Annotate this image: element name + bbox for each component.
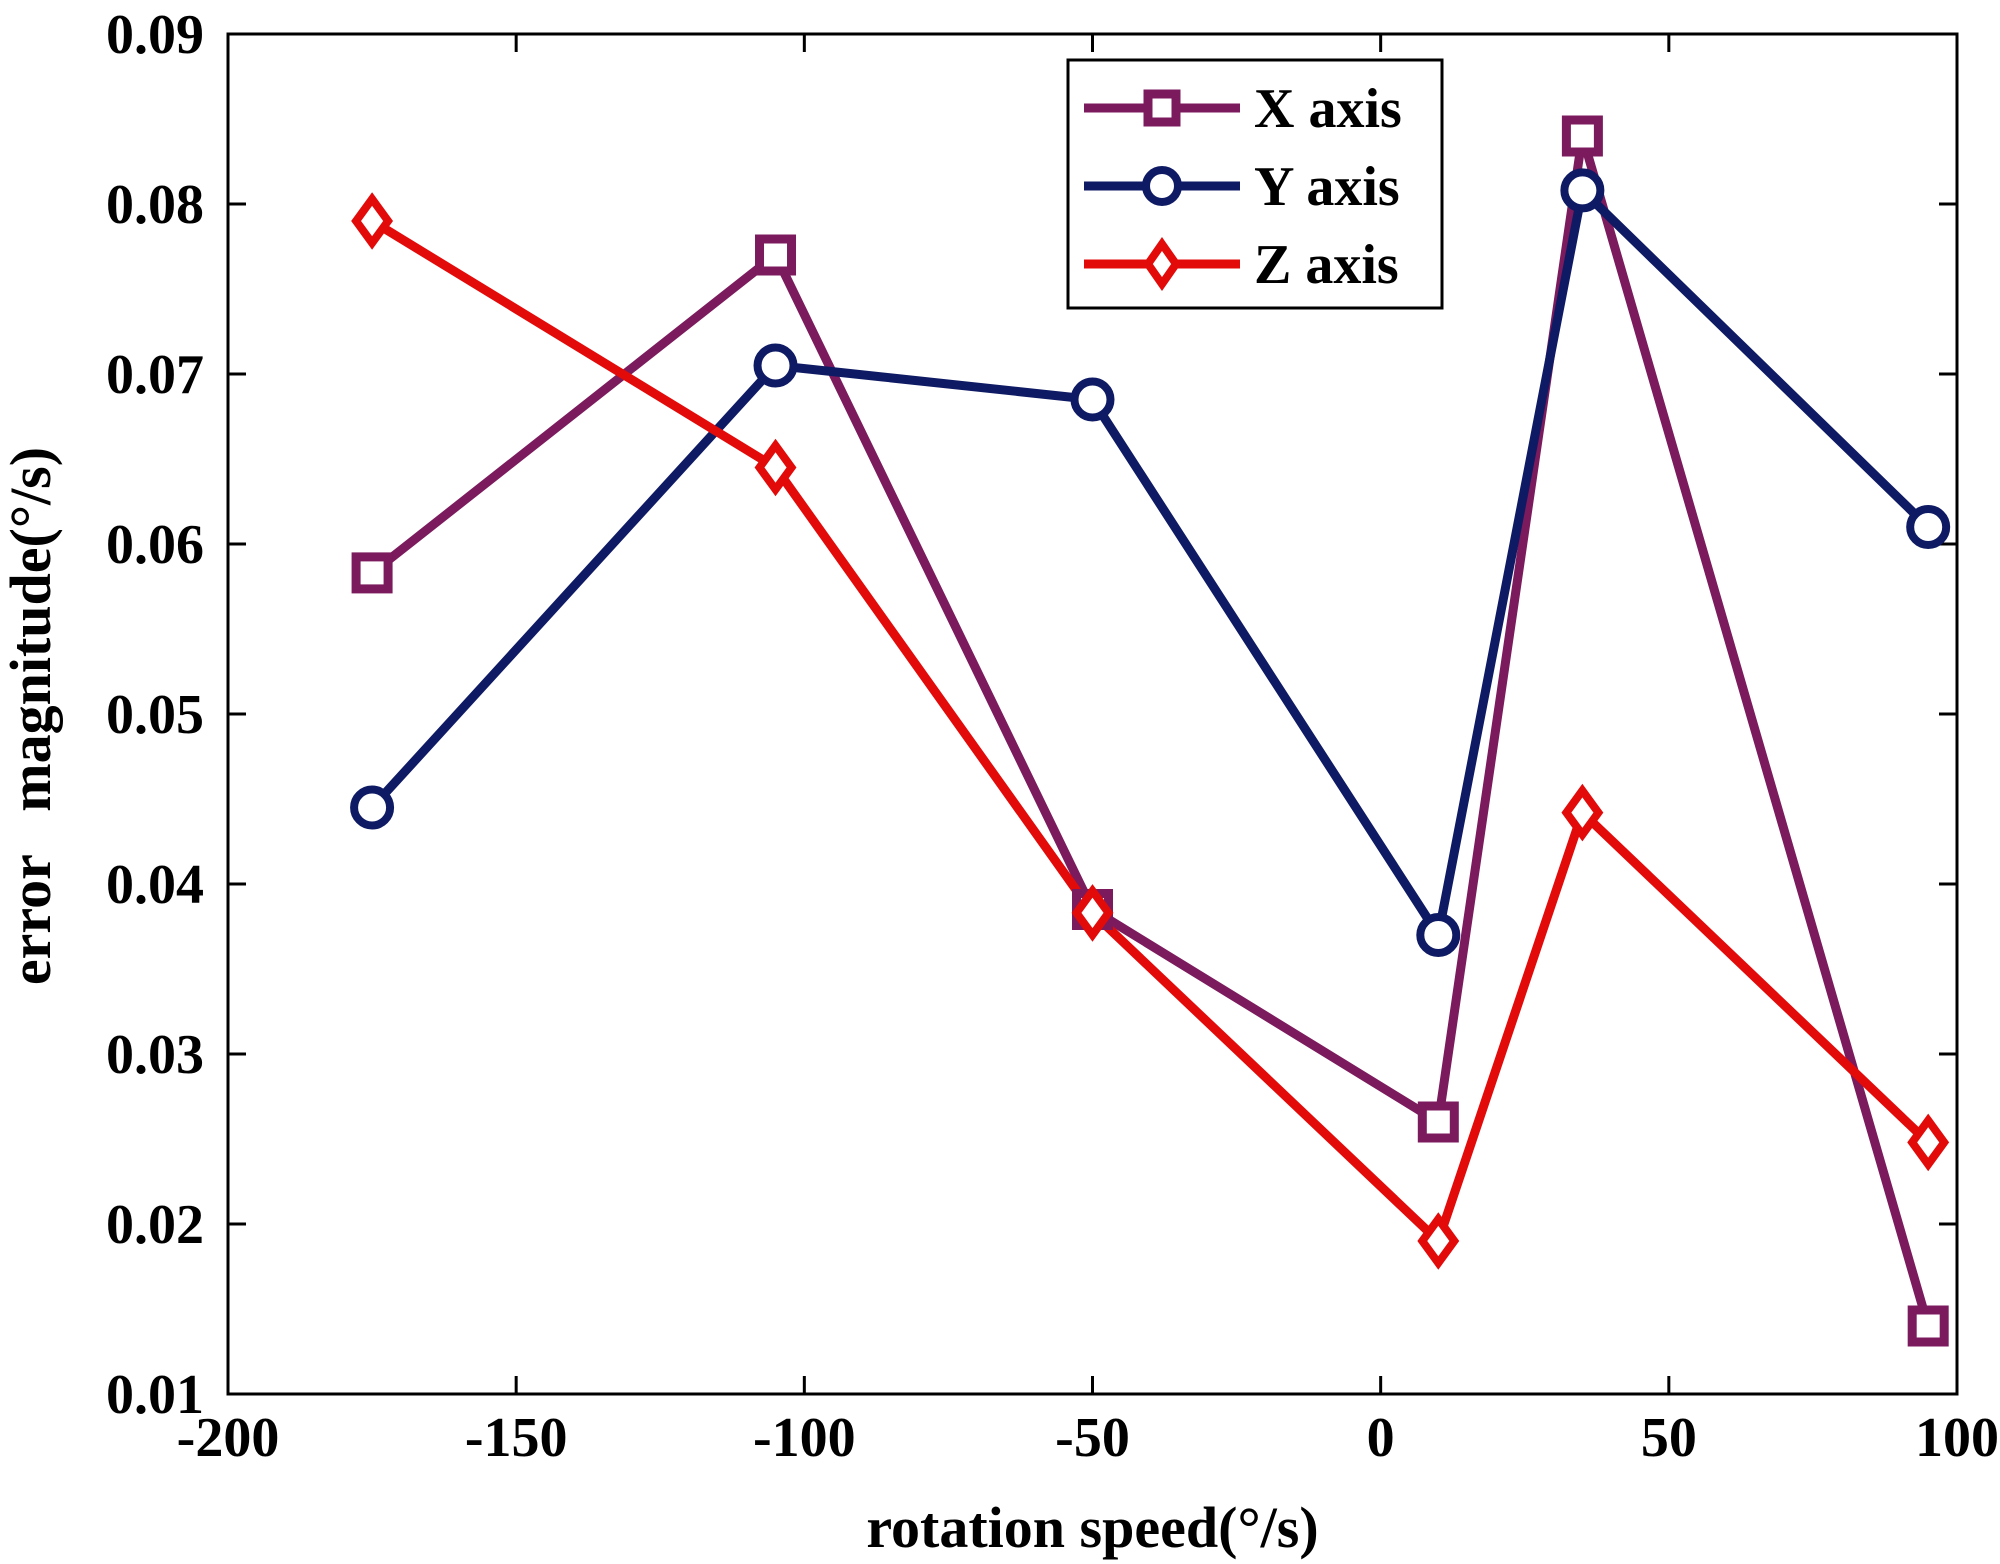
circle-marker <box>1416 913 1461 957</box>
circle-marker <box>350 785 395 830</box>
y-tick-label: 0.03 <box>106 1024 204 1086</box>
circle-marker <box>1142 166 1182 206</box>
y-tick-label: 0.01 <box>106 1364 204 1426</box>
x-tick-label: -150 <box>465 1407 568 1469</box>
series-markers-y-axis <box>350 168 1951 957</box>
x-tick-label: -50 <box>1055 1407 1130 1469</box>
y-tick-label: 0.08 <box>106 174 204 236</box>
legend-label: Y axis <box>1254 156 1400 218</box>
square-marker <box>1143 89 1181 127</box>
legend-item-x-axis: X axis <box>1084 78 1402 140</box>
square-marker <box>1561 115 1603 157</box>
x-axis-title: rotation speed(°/s) <box>866 1495 1318 1560</box>
circle-marker <box>1906 505 1951 549</box>
y-tick-label: 0.09 <box>106 4 204 66</box>
y-tick-label: 0.07 <box>106 344 204 406</box>
diamond-marker <box>754 438 797 497</box>
circle-marker <box>1560 168 1605 213</box>
legend: X axis Y axis Z axis <box>1066 58 1444 310</box>
axes: -200 -150 -100 -50 0 50 100 0.01 0.02 0.03 0.04 0.0… <box>106 4 1999 1469</box>
plot-series <box>350 115 1951 1347</box>
x-tick-label: 100 <box>1915 1407 1999 1469</box>
diamond-marker <box>1071 884 1114 942</box>
square-marker <box>1907 1305 1949 1347</box>
series-line-x-axis <box>369 131 1933 1328</box>
legend-item-z-axis: Z axis <box>1084 234 1399 296</box>
diamond-marker <box>1561 783 1604 842</box>
x-tick-label: 50 <box>1641 1407 1697 1469</box>
legend-item-y-axis: Y axis <box>1084 156 1400 218</box>
square-marker <box>1417 1101 1459 1143</box>
y-tick-label: 0.02 <box>106 1194 204 1256</box>
legend-label: X axis <box>1254 78 1402 140</box>
series-line-z-axis <box>369 217 1932 1246</box>
circle-marker <box>753 343 798 388</box>
y-tick-label: 0.06 <box>106 514 204 576</box>
x-tick-label: -100 <box>753 1407 856 1469</box>
x-tick-label: -200 <box>177 1407 280 1469</box>
diamond-marker <box>1143 237 1181 291</box>
diamond-marker <box>1907 1113 1950 1172</box>
x-tick-label: 0 <box>1367 1407 1395 1469</box>
series-line-y-axis <box>368 185 1932 940</box>
y-axis-title: error magnitude(°/s) <box>0 447 63 985</box>
diamond-marker <box>1417 1212 1460 1270</box>
square-marker <box>351 552 393 594</box>
legend-label: Z axis <box>1254 234 1399 296</box>
circle-marker <box>1070 377 1115 422</box>
y-tick-label: 0.05 <box>106 684 204 746</box>
square-marker <box>755 234 797 276</box>
y-tick-label: 0.04 <box>106 854 204 916</box>
series-markers-z-axis <box>351 192 1950 1270</box>
diamond-marker <box>351 192 394 250</box>
